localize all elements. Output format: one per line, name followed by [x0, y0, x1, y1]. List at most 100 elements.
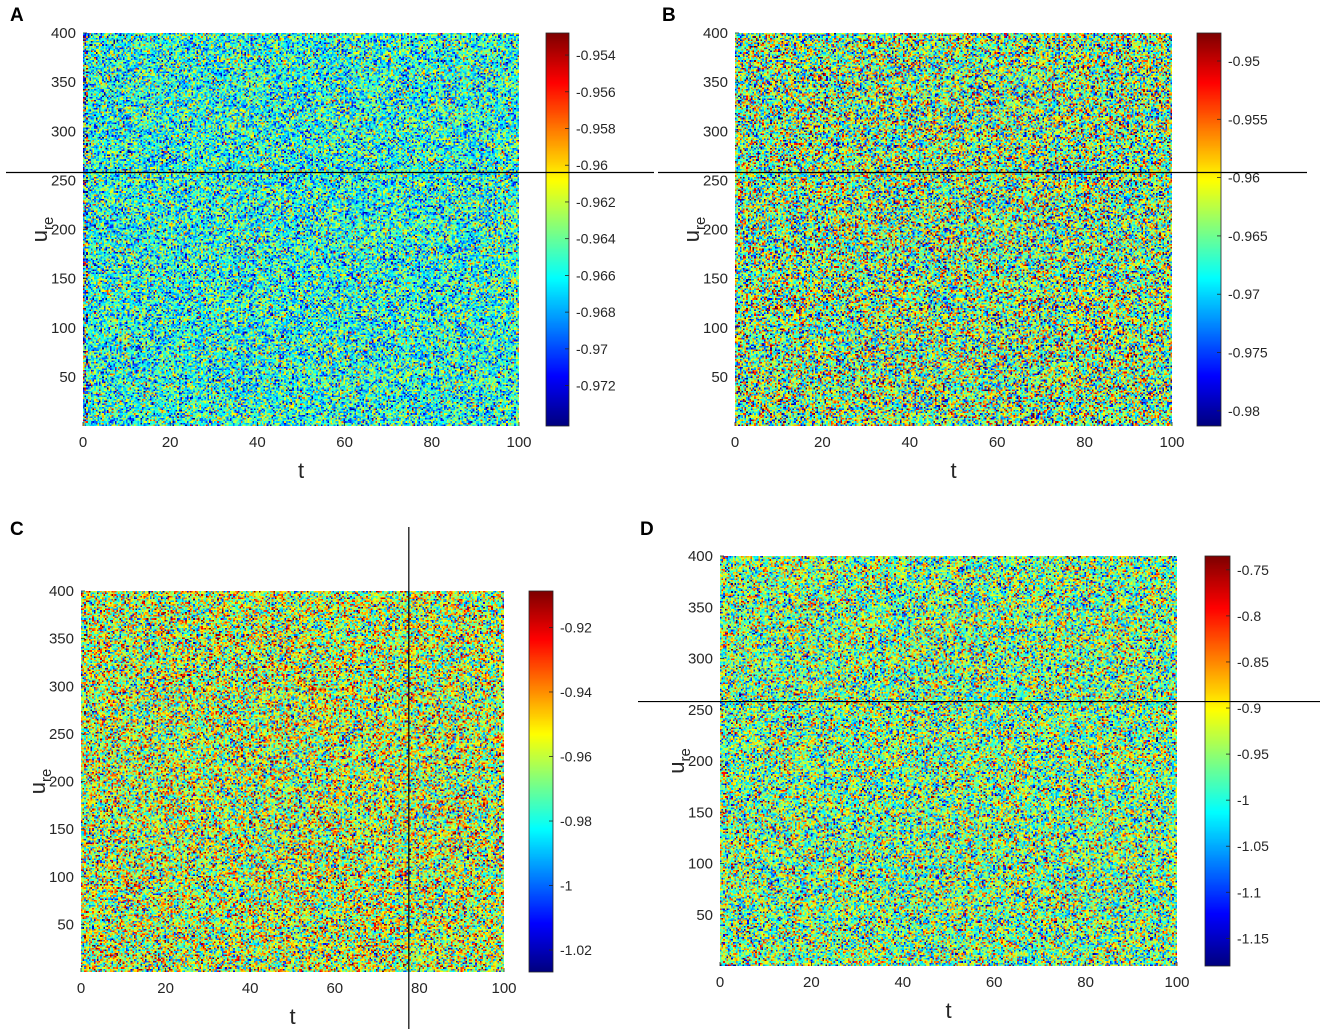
y-tick-label: 300: [703, 123, 728, 140]
y-axis-label: ure: [25, 769, 55, 795]
y-axis-label: ure: [27, 217, 57, 243]
colorbar-tick-label: -0.94: [560, 684, 592, 700]
y-axis-label-main: u: [679, 230, 704, 242]
colorbar-frame: [1204, 555, 1231, 967]
x-tick-label: 100: [506, 434, 531, 451]
heatmap-image: [81, 591, 504, 972]
y-tick-label: 400: [49, 583, 74, 600]
x-tick-label: 60: [986, 974, 1003, 991]
x-tick-label: 40: [894, 974, 911, 991]
y-axis-label-subscript: re: [692, 217, 709, 230]
colorbar-tick-label: -1.05: [1237, 838, 1269, 854]
colorbar-tick-label: -0.968: [576, 304, 616, 320]
x-tick-label: 20: [803, 974, 820, 991]
heatmap-image: [720, 556, 1177, 966]
y-axis-label: ure: [664, 748, 694, 774]
y-tick-label: 200: [51, 222, 76, 239]
colorbar-tick-label: -0.966: [576, 267, 616, 283]
colorbar-tick-label: -1: [560, 878, 573, 894]
colorbar-tick-label: -0.96: [576, 157, 608, 173]
x-tick-label: 40: [242, 980, 259, 997]
x-tick-label: 60: [989, 434, 1006, 451]
colorbar-tick-label: -0.95: [1228, 53, 1260, 69]
panel-label: C: [10, 519, 24, 540]
y-tick-label: 350: [688, 599, 713, 616]
y-tick-label: 250: [49, 726, 74, 743]
colorbar-tick-label: -0.955: [1228, 111, 1268, 127]
colorbar-tick-label: -0.972: [576, 378, 616, 394]
y-tick-label: 400: [688, 548, 713, 565]
colorbar-tick-label: -0.962: [576, 194, 616, 210]
y-tick-label: 200: [688, 753, 713, 770]
y-tick-label: 50: [57, 916, 74, 933]
y-tick-label: 350: [703, 74, 728, 91]
x-tick-label: 100: [491, 980, 516, 997]
y-tick-label: 100: [703, 320, 728, 337]
colorbar-frame: [545, 32, 570, 427]
colorbar-tick-label: -0.954: [576, 47, 616, 63]
y-tick-label: 100: [688, 856, 713, 873]
colorbar-tick-label: -0.98: [560, 813, 592, 829]
y-axis-label-main: u: [27, 230, 52, 242]
colorbar: [1205, 556, 1230, 966]
colorbar-tick-label: -1.1: [1237, 884, 1261, 900]
y-tick-label: 150: [688, 804, 713, 821]
colorbar-tick-label: -1.02: [560, 942, 592, 958]
colorbar-frame: [528, 590, 554, 973]
heatmap-image: [735, 33, 1172, 426]
y-tick-label: 300: [49, 678, 74, 695]
x-tick-label: 80: [423, 434, 440, 451]
y-axis-label-subscript: re: [40, 217, 57, 230]
colorbar-tick-label: -0.958: [576, 120, 616, 136]
x-tick-label: 0: [716, 974, 724, 991]
colorbar-tick-label: -0.975: [1228, 345, 1268, 361]
y-tick-label: 50: [59, 369, 76, 386]
y-tick-label: 150: [51, 271, 76, 288]
colorbar-tick-label: -0.8: [1237, 608, 1261, 624]
x-tick-label: 80: [411, 980, 428, 997]
y-axis-label-main: u: [664, 762, 689, 774]
y-tick-label: 100: [51, 320, 76, 337]
y-tick-label: 300: [688, 651, 713, 668]
x-tick-label: 20: [162, 434, 179, 451]
panel-c: C 0 20 40 60 80 100 50 100 150 200 250 300 350 400 t ure…: [10, 519, 592, 1029]
x-tick-label: 0: [77, 980, 85, 997]
y-tick-label: 250: [51, 172, 76, 189]
y-axis-label-main: u: [25, 782, 50, 794]
x-tick-label: 20: [814, 434, 831, 451]
x-tick-label: 0: [731, 434, 739, 451]
y-tick-label: 250: [688, 702, 713, 719]
y-tick-label: 250: [703, 172, 728, 189]
y-axis-label-subscript: re: [677, 748, 694, 761]
panel-d: D 0 20 40 60 80 100 50 100 150 200 250 300 350 400 t ure…: [638, 519, 1320, 1023]
y-tick-label: 150: [49, 821, 74, 838]
colorbar-tick-label: -1: [1237, 792, 1250, 808]
x-tick-label: 0: [79, 434, 87, 451]
colorbar-tick-label: -0.98: [1228, 403, 1260, 419]
x-tick-label: 80: [1077, 974, 1094, 991]
y-tick-label: 400: [703, 25, 728, 42]
y-tick-label: 200: [703, 222, 728, 239]
panel-label: B: [662, 5, 676, 26]
y-tick-label: 100: [49, 869, 74, 886]
colorbar-tick-label: -1.15: [1237, 930, 1269, 946]
y-tick-label: 300: [51, 123, 76, 140]
colorbar-tick-label: -0.97: [1228, 286, 1260, 302]
x-tick-label: 20: [157, 980, 174, 997]
x-tick-label: 40: [901, 434, 918, 451]
y-tick-label: 350: [49, 631, 74, 648]
panel-label: D: [640, 519, 654, 540]
panel-a: A 0 20 40 60 80 100 50 100 150 200 250 300 350 400 t ure…: [6, 5, 654, 483]
colorbar: [529, 591, 553, 972]
x-tick-label: 60: [326, 980, 343, 997]
panel-label: A: [10, 5, 24, 26]
colorbar-tick-label: -0.95: [1237, 746, 1269, 762]
y-tick-label: 50: [696, 907, 713, 924]
colorbar-tick-label: -0.965: [1228, 228, 1268, 244]
x-tick-label: 60: [336, 434, 353, 451]
colorbar-tick-label: -0.75: [1237, 562, 1269, 578]
colorbar-tick-label: -0.85: [1237, 654, 1269, 670]
x-tick-label: 100: [1159, 434, 1184, 451]
colorbar: [546, 33, 569, 426]
colorbar-tick-label: -0.96: [560, 748, 592, 764]
